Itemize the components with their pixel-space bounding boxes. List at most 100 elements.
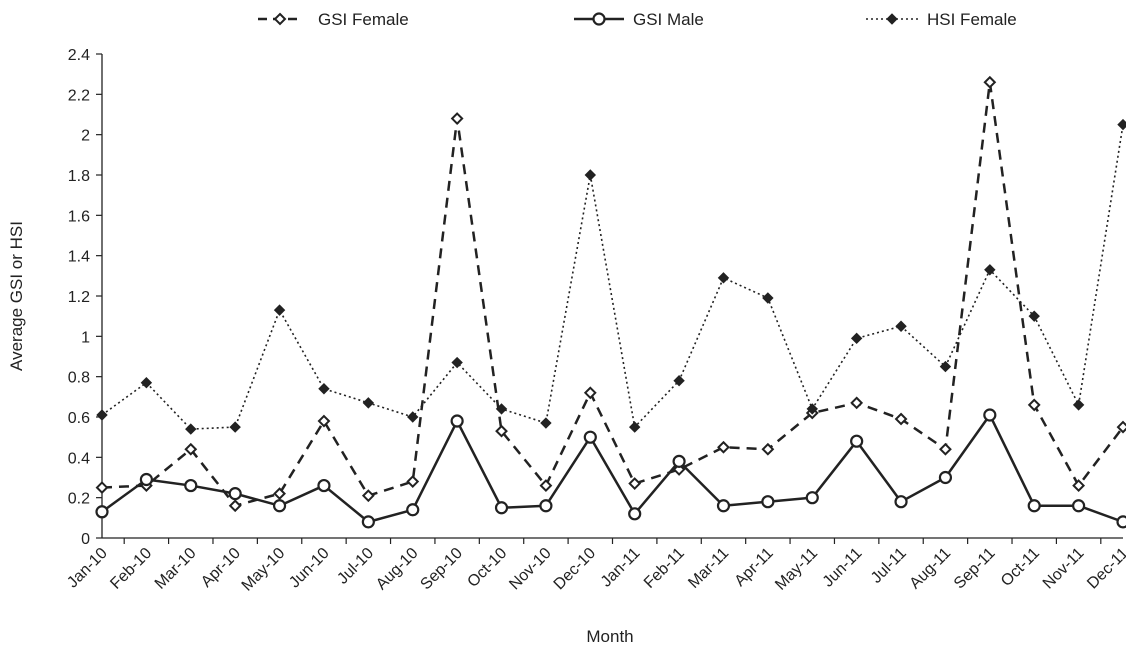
legend-label-gsi-female: GSI Female (318, 10, 409, 29)
y-tick-label: 1.6 (68, 208, 90, 225)
data-point-gsi-male (450, 414, 464, 428)
data-point-hsi-female (584, 169, 597, 181)
x-tick-label: May-11 (772, 545, 821, 594)
y-tick-label: 1.8 (68, 168, 90, 185)
x-tick-label: Jun-10 (286, 545, 333, 592)
x-tick-label: May-10 (239, 545, 289, 595)
x-tick-label: Jan-10 (64, 545, 111, 592)
legend: GSI Female GSI Male HSI Female (258, 10, 1017, 29)
data-point-hsi-female (318, 383, 330, 395)
data-point-gsi-male (184, 478, 198, 493)
data-point-hsi-female (1117, 118, 1126, 131)
y-tick-label: 1.2 (68, 289, 90, 306)
data-point-gsi-female (184, 442, 198, 456)
data-point-hsi-female (1072, 399, 1085, 411)
series-line-hsi-female (101, 124, 1124, 430)
x-tick-label: Sep-10 (417, 545, 466, 594)
data-point-gsi-male (317, 478, 331, 493)
legend-label-hsi-female: HSI Female (927, 10, 1017, 29)
legend-marker-gsi-male (592, 12, 606, 26)
legend-item-gsi-male: GSI Male (574, 10, 704, 29)
data-point-gsi-male (938, 470, 953, 485)
data-point-gsi-male (583, 430, 597, 444)
data-point-gsi-male (95, 505, 109, 519)
data-point-hsi-female (806, 403, 818, 415)
data-point-gsi-female (406, 475, 420, 488)
y-tick-label: 0.4 (68, 450, 90, 467)
series-line-gsi-female (101, 80, 1124, 507)
data-point-hsi-female (362, 397, 375, 409)
data-point-hsi-female (1028, 310, 1040, 322)
x-tick-label: Mar-10 (152, 545, 200, 593)
data-point-gsi-male (406, 503, 420, 517)
data-point-gsi-female (228, 499, 242, 513)
y-tick-label: 2 (81, 128, 90, 145)
data-point-gsi-female (983, 75, 997, 89)
data-point-hsi-female (273, 304, 286, 316)
data-point-gsi-female (361, 489, 375, 503)
legend-label-gsi-male: GSI Male (633, 10, 704, 29)
data-point-gsi-female (894, 412, 908, 426)
data-point-hsi-female (407, 411, 419, 423)
y-tick-label: 0.8 (68, 370, 90, 387)
data-point-hsi-female (895, 320, 907, 332)
data-point-hsi-female (984, 264, 996, 276)
y-tick-label: 2.4 (68, 47, 90, 64)
x-tick-label: Aug-10 (373, 545, 422, 594)
data-point-hsi-female (495, 403, 508, 415)
x-tick-label: Jun-11 (820, 545, 866, 591)
legend-marker-gsi-female (273, 12, 287, 26)
data-point-gsi-female (1027, 398, 1041, 412)
data-point-gsi-female (495, 424, 508, 438)
data-point-hsi-female (717, 272, 730, 284)
data-point-gsi-male (716, 499, 731, 513)
data-point-gsi-male (228, 487, 242, 501)
data-point-gsi-female (939, 442, 952, 456)
data-point-gsi-male (761, 495, 775, 509)
data-point-gsi-female (273, 487, 286, 501)
y-axis-ticks: 0 0.2 0.4 0.6 0.8 1 1.2 1.4 1.6 1.8 2 2.2 2.4 (68, 47, 102, 548)
data-point-gsi-male (894, 495, 908, 509)
y-tick-label: 2.2 (68, 87, 90, 104)
data-point-gsi-female (717, 440, 730, 454)
x-tick-label: Dec-11 (1084, 545, 1126, 593)
data-point-gsi-male (361, 515, 375, 529)
data-point-gsi-male (1116, 515, 1126, 529)
x-tick-label: Nov-10 (506, 545, 555, 594)
x-tick-label: Feb-11 (641, 545, 688, 592)
legend-item-hsi-female: HSI Female (866, 10, 1017, 29)
data-point-gsi-female (450, 112, 464, 125)
data-point-gsi-female (672, 463, 686, 476)
data-point-gsi-female (95, 481, 109, 494)
series-markers (95, 75, 1126, 529)
x-tick-label: Feb-10 (107, 545, 155, 593)
data-point-gsi-male (539, 499, 553, 513)
y-axis-title: Average GSI or HSI (7, 221, 26, 371)
data-point-gsi-male (139, 472, 153, 487)
data-point-gsi-male (628, 507, 642, 521)
data-point-gsi-female (539, 479, 553, 492)
data-point-gsi-male (983, 408, 997, 422)
y-tick-label: 1 (81, 329, 90, 346)
data-point-hsi-female (762, 292, 774, 304)
x-tick-label: Apr-10 (198, 545, 244, 591)
series-lines (101, 80, 1124, 524)
x-tick-label: Jan-11 (598, 545, 644, 591)
data-point-hsi-female (939, 360, 952, 373)
x-tick-label: Mar-11 (685, 545, 732, 592)
x-tick-label: Jul-11 (868, 545, 910, 587)
data-point-gsi-male (494, 501, 509, 515)
data-point-gsi-female (317, 414, 331, 428)
x-tick-label: Nov-11 (1040, 545, 1088, 593)
x-tick-label: Apr-11 (732, 545, 777, 590)
data-point-gsi-female (850, 396, 864, 410)
data-point-hsi-female (229, 421, 241, 433)
x-tick-label: Jul-10 (334, 545, 377, 588)
x-tick-label: Oct-10 (464, 545, 510, 591)
data-point-hsi-female (673, 374, 685, 387)
y-tick-label: 0.2 (68, 491, 90, 508)
y-tick-label: 0 (81, 531, 90, 548)
data-point-hsi-female (140, 377, 153, 389)
